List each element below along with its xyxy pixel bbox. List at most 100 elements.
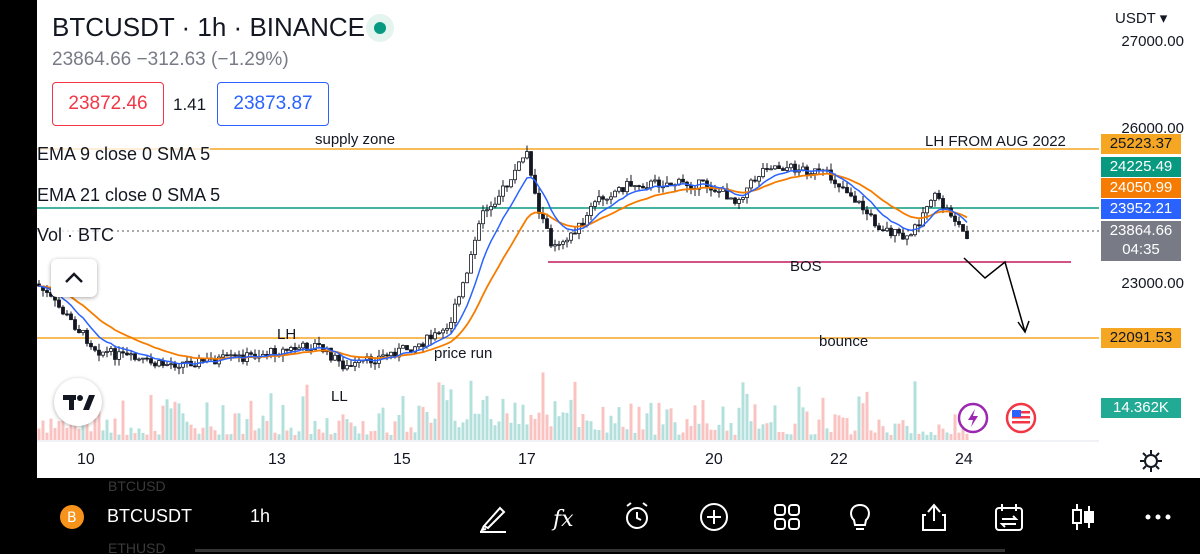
volume-legend[interactable]: Vol · BTC	[37, 224, 115, 247]
annotation-bounce[interactable]: bounce	[819, 333, 869, 350]
price-tag-bounce[interactable]: 22091.53	[1101, 328, 1181, 348]
chart-type-icon[interactable]	[1066, 500, 1100, 534]
annotation-supply-zone[interactable]: supply zone	[315, 131, 396, 148]
candle-body	[229, 354, 233, 357]
volume-bar	[965, 433, 969, 440]
annotation-price-run[interactable]: price run	[434, 345, 493, 362]
buy-button[interactable]: 23873.87	[217, 82, 329, 126]
volume-bar	[273, 432, 277, 440]
price-tick: 27000.00	[1121, 33, 1184, 50]
volume-bar	[309, 433, 313, 440]
alert-icon[interactable]	[621, 500, 655, 534]
volume-bar	[521, 404, 525, 440]
volume-bar	[229, 434, 233, 440]
candle-body	[769, 168, 773, 171]
volume-bar	[297, 431, 301, 440]
ema9-legend[interactable]: EMA 9 close 0 SMA 5	[37, 143, 211, 166]
volume-bar	[685, 419, 689, 440]
interval-selector[interactable]: 1h	[250, 506, 271, 526]
candle-body	[789, 163, 793, 169]
volume-bar	[77, 428, 81, 440]
volume-bar	[301, 396, 305, 440]
volume-bar	[705, 423, 709, 440]
ideas-icon[interactable]	[843, 500, 877, 534]
candle-body	[137, 358, 141, 361]
volume-bar	[121, 400, 125, 440]
candle-body	[785, 167, 789, 171]
add-icon[interactable]	[697, 500, 731, 534]
volume-bar	[137, 428, 141, 440]
candle-body	[385, 354, 389, 357]
candle-body	[473, 239, 477, 255]
candle-body	[689, 185, 693, 189]
ema21-legend[interactable]: EMA 21 close 0 SMA 5	[37, 184, 221, 207]
symbol-title[interactable]: BTCUSDT · 1h · BINANCE	[52, 12, 366, 42]
layout-icon[interactable]	[770, 500, 804, 534]
volume-bar	[861, 403, 865, 440]
price-tag-teal[interactable]: 24225.49	[1101, 157, 1181, 177]
annotation-lh-aug[interactable]: LH FROM AUG 2022	[925, 133, 1066, 150]
candle-body	[381, 354, 385, 357]
drawing-icon[interactable]	[476, 500, 510, 534]
more-icon[interactable]	[1141, 500, 1175, 534]
price-tag-ema9[interactable]: 23952.21	[1101, 199, 1181, 219]
price-tag-last[interactable]: 23864.66 04:35	[1101, 221, 1181, 261]
economic-events-button[interactable]	[1005, 402, 1037, 434]
candle-body	[185, 360, 189, 363]
volume-bar	[765, 423, 769, 440]
candle-body	[117, 351, 121, 360]
volume-bar	[821, 397, 825, 440]
volume-bar	[645, 413, 649, 440]
candle-body	[445, 328, 449, 331]
candle-body	[925, 206, 929, 214]
volume-bar	[925, 434, 929, 440]
bitcoin-icon[interactable]: B	[60, 505, 84, 529]
annotation-ll[interactable]: LL	[331, 388, 348, 405]
annotation-bos[interactable]: BOS	[790, 258, 822, 275]
volume-bar	[757, 428, 761, 440]
gear-icon[interactable]	[1138, 448, 1164, 474]
volume-bar	[597, 429, 601, 440]
candle-body	[61, 306, 65, 315]
price-change-pct: (−1.29%)	[211, 49, 289, 70]
volume-bar	[761, 424, 765, 440]
share-icon[interactable]	[917, 500, 951, 534]
collapse-legend-button[interactable]	[51, 259, 97, 297]
tradingview-logo[interactable]	[54, 378, 102, 426]
candle-body	[961, 224, 965, 232]
events-button[interactable]	[957, 402, 989, 434]
price-plot[interactable]	[37, 0, 1200, 478]
last-price-tag-value: 23864.66	[1109, 222, 1173, 239]
price-tick: 26000.00	[1121, 120, 1184, 137]
annotation-lh[interactable]: LH	[277, 326, 297, 343]
candle-body	[85, 329, 89, 344]
price-tag-ema21[interactable]: 24050.99	[1101, 178, 1181, 198]
currency-selector[interactable]: USDT ▾	[1115, 9, 1167, 27]
volume-bar	[917, 433, 921, 440]
symbol-selector[interactable]: BTCUSDT	[107, 506, 192, 526]
volume-tag[interactable]: 14.362K	[1101, 398, 1181, 418]
volume-bar	[145, 434, 149, 440]
volume-bar	[517, 423, 521, 440]
chart-pane[interactable]: BTCUSDT · 1h · BINANCE 23864.66 −312.63 …	[37, 0, 1200, 478]
candle-body	[757, 176, 761, 182]
indicators-icon[interactable]: fx	[548, 500, 582, 534]
volume-bar	[661, 424, 665, 440]
price-tag-supply[interactable]: 25223.37	[1101, 134, 1181, 154]
candle-body	[153, 362, 157, 367]
volume-bar	[413, 432, 417, 440]
price-quote: 23864.66 −312.63 (−1.29%)	[52, 49, 289, 71]
lightning-icon	[957, 402, 989, 434]
volume-bar	[101, 430, 105, 440]
volume-bar	[209, 426, 213, 440]
market-status-icon[interactable]	[366, 14, 394, 42]
sell-button[interactable]: 23872.46	[52, 82, 164, 126]
volume-bar	[569, 399, 573, 440]
volume-bar	[57, 421, 61, 440]
replay-icon[interactable]	[992, 500, 1026, 534]
candle-body	[437, 332, 441, 335]
time-tick: 10	[77, 451, 95, 468]
candle-body	[781, 168, 785, 171]
candle-body	[145, 357, 149, 360]
